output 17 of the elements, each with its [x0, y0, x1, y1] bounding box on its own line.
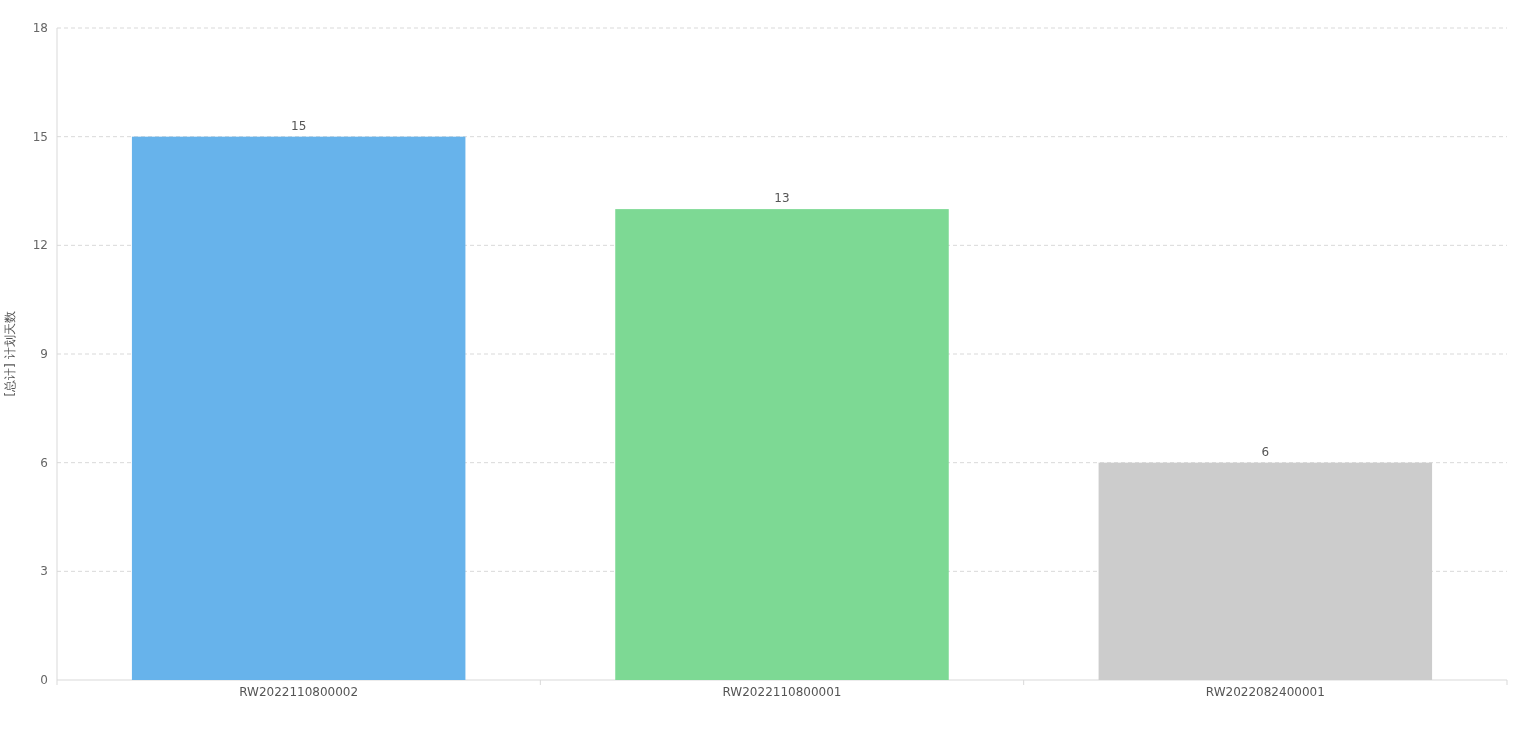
y-tick-label: 0 [40, 673, 48, 687]
data-label: 6 [1261, 444, 1270, 459]
y-tick-label: 6 [40, 455, 48, 470]
y-tick-label: 12 [32, 238, 48, 253]
data-label: 15 [291, 118, 307, 133]
y-axis-title: [总计] 计划天数 [3, 311, 17, 397]
data-label: 13 [774, 191, 790, 206]
x-tick-label: RW2022110800001 [722, 685, 842, 699]
y-tick-label: 3 [40, 564, 48, 579]
x-tick-label: RW2022110800002 [239, 685, 359, 699]
bar [615, 209, 949, 680]
y-tick-label: 15 [32, 129, 48, 144]
y-tick-label: 18 [32, 21, 48, 35]
y-tick-label: 9 [40, 347, 48, 361]
x-tick-label: RW2022082400001 [1205, 685, 1325, 699]
bar [1098, 462, 1433, 680]
bar [131, 136, 466, 680]
